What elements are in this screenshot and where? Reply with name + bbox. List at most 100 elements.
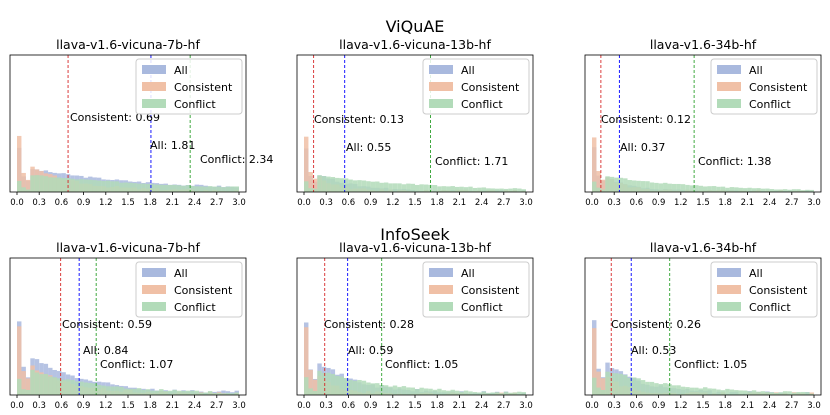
bar-conflict [194, 390, 200, 395]
bar-conflict [631, 377, 637, 395]
bar-conflict [21, 389, 26, 395]
bar-conflict [499, 393, 504, 395]
bar-conflict [92, 383, 97, 395]
bar-conflict [698, 388, 703, 395]
x-tick-label: 2.4 [763, 401, 777, 411]
bar-conflict [600, 189, 606, 192]
bar-conflict [791, 392, 797, 395]
bar-conflict [39, 175, 44, 192]
bar-conflict [459, 391, 464, 395]
x-tick-label: 2.7 [497, 198, 511, 208]
bar-conflict [357, 180, 362, 192]
x-tick-label: 1.2 [674, 198, 688, 208]
bar-conflict [486, 392, 491, 395]
x-tick-label: 1.2 [99, 198, 113, 208]
x-tick-label: 2.7 [497, 401, 511, 411]
bar-conflict [383, 182, 389, 192]
bar-conflict [317, 175, 322, 192]
legend-swatch [429, 99, 453, 108]
panel-title: llava-v1.6-vicuna-7b-hf [56, 240, 200, 255]
bar-conflict [88, 382, 93, 395]
label-consistent: Consistent: 0.28 [324, 318, 414, 331]
bar-conflict [490, 392, 495, 395]
bar-consistent [596, 371, 601, 395]
bar-conflict [207, 391, 213, 395]
bar-conflict [742, 188, 748, 192]
bar-conflict [517, 188, 522, 192]
bar-conflict [216, 392, 222, 395]
x-tick-label: 2.7 [785, 401, 799, 411]
legend-swatch [142, 302, 166, 311]
bar-conflict [649, 381, 655, 395]
label-conflict: Conflict: 1.07 [100, 358, 173, 371]
x-tick-label: 2.1 [741, 198, 755, 208]
bar-conflict [689, 387, 695, 395]
bar-conflict [74, 381, 80, 395]
bar-conflict [96, 384, 102, 395]
bar-conflict [203, 186, 208, 192]
x-tick-label: 0.6 [630, 401, 644, 411]
bar-conflict [472, 392, 478, 395]
bar-consistent [809, 392, 814, 395]
bar-conflict [468, 186, 473, 192]
bar-consistent [600, 378, 606, 395]
x-tick-label: 2.7 [210, 198, 224, 208]
x-tick-label: 1.8 [430, 401, 444, 411]
bar-conflict [185, 185, 191, 192]
panel-title: llava-v1.6-34b-hf [650, 240, 757, 255]
legend-swatch [717, 82, 741, 91]
bar-conflict [361, 380, 367, 395]
panel-title: llava-v1.6-vicuna-13b-hf [339, 37, 491, 52]
bar-conflict [437, 388, 442, 395]
bar-conflict [388, 183, 393, 192]
bar-conflict [760, 391, 766, 395]
bar-conflict [105, 386, 111, 395]
bar-conflict [110, 181, 115, 192]
bar-conflict [52, 377, 57, 395]
legend: All Consistent Conflict [710, 58, 818, 115]
bar-conflict [17, 181, 22, 192]
x-tick-label: 0.3 [32, 401, 46, 411]
bar-conflict [190, 390, 195, 395]
label-conflict: Conflict: 1.05 [674, 358, 747, 371]
x-tick-label: 2.1 [453, 401, 467, 411]
bar-conflict [406, 387, 411, 395]
x-tick-label: 1.5 [696, 401, 710, 411]
bar-conflict [216, 186, 222, 192]
legend-swatch [717, 285, 741, 294]
label-all: All: 0.53 [631, 344, 676, 357]
bar-conflict [167, 390, 173, 395]
bar-conflict [769, 392, 775, 395]
legend-label: Conflict [461, 98, 503, 111]
bar-conflict [212, 186, 217, 192]
bar-conflict [751, 390, 757, 395]
bar-conflict [159, 389, 164, 395]
legend-label: Consistent [749, 81, 808, 94]
bar-conflict [472, 187, 478, 192]
bar-conflict [454, 186, 460, 192]
bar-conflict [132, 388, 137, 395]
bar-consistent [308, 171, 313, 192]
bar-conflict [796, 189, 801, 192]
bar-conflict [163, 184, 168, 192]
panel-6: llava-v1.6-34b-hf 0.0 0.3 0.6 0.9 1.2 1.5 1.8 2.… [584, 240, 822, 411]
bar-conflict [25, 389, 31, 395]
bar-conflict [61, 177, 66, 192]
legend-swatch [717, 65, 741, 74]
bar-conflict [494, 392, 500, 395]
bar-conflict [614, 177, 619, 192]
bar-conflict [636, 180, 641, 192]
bar-conflict [450, 186, 455, 192]
panel-2: llava-v1.6-vicuna-13b-hf 0.0 0.3 0.6 0.9 1.2 1… [296, 37, 534, 208]
bar-conflict [406, 183, 411, 192]
legend-swatch [429, 302, 453, 311]
x-tick-label: 1.8 [718, 401, 732, 411]
x-tick-label: 1.5 [121, 198, 135, 208]
bar-conflict [339, 376, 344, 395]
bar-conflict [809, 189, 814, 192]
bar-conflict [486, 188, 491, 192]
legend-swatch [429, 82, 453, 91]
bar-conflict [181, 390, 186, 395]
bar-conflict [600, 389, 606, 395]
bar-conflict [330, 177, 336, 192]
